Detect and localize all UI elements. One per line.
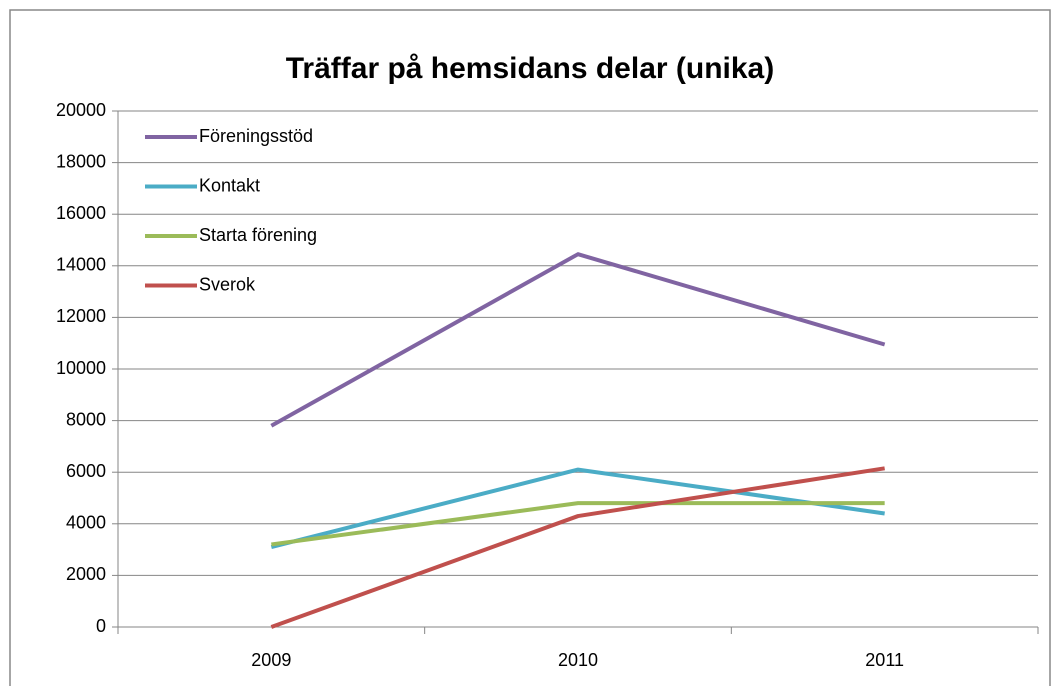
legend-label: Kontakt — [199, 175, 260, 195]
legend-label: Sverok — [199, 274, 256, 294]
y-tick-label: 6000 — [66, 461, 106, 481]
legend-label: Starta förening — [199, 225, 317, 245]
series-line — [270, 467, 885, 549]
series-line — [271, 501, 885, 547]
y-tick-label: 20000 — [56, 100, 106, 120]
y-tick-label: 16000 — [56, 203, 106, 223]
chart-title: Träffar på hemsidans delar (unika) — [286, 52, 774, 85]
series-line — [270, 252, 886, 428]
y-tick-label: 2000 — [66, 564, 106, 584]
y-tick-label: 14000 — [56, 255, 106, 275]
series-line — [270, 466, 885, 629]
y-tick-label: 12000 — [56, 306, 106, 326]
chart-frame — [9, 9, 1051, 686]
y-tick-label: 4000 — [66, 513, 106, 533]
x-tick-label: 2010 — [558, 650, 598, 670]
legend-label: Föreningsstöd — [199, 126, 313, 146]
y-tick-label: 10000 — [56, 358, 106, 378]
x-tick-label: 2011 — [865, 650, 904, 670]
y-tick-label: 8000 — [66, 409, 106, 429]
x-tick-label: 2009 — [251, 650, 291, 670]
y-tick-label: 18000 — [56, 151, 106, 171]
y-tick-label: 0 — [96, 616, 106, 636]
